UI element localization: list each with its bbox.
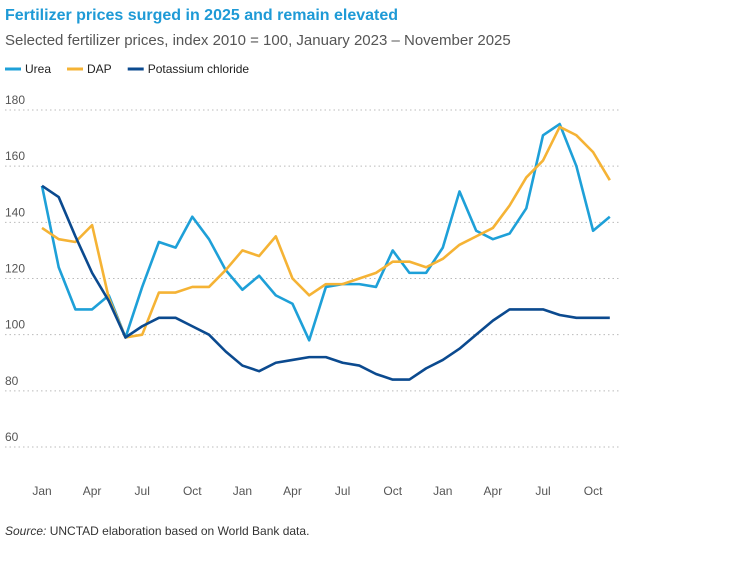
y-tick-label: 60: [5, 430, 19, 444]
legend-label: Potassium chloride: [148, 62, 250, 76]
x-tick-label: Jul: [535, 484, 550, 498]
y-tick-label: 100: [5, 318, 25, 332]
chart-title: Fertilizer prices surged in 2025 and rem…: [5, 7, 398, 24]
series-line: [40, 122, 611, 342]
x-tick-label: Apr: [83, 484, 102, 498]
y-tick-label: 180: [5, 93, 25, 107]
x-tick-label: Jan: [32, 484, 51, 498]
y-tick-label: 80: [5, 374, 19, 388]
x-tick-label: Jan: [233, 484, 252, 498]
x-tick-label: Jul: [135, 484, 150, 498]
series-line: [41, 125, 611, 339]
x-tick-label: Jan: [433, 484, 452, 498]
y-tick-label: 140: [5, 205, 25, 219]
source: Source: UNCTAD elaboration based on Worl…: [5, 524, 309, 538]
legend-label: DAP: [87, 62, 112, 76]
x-tick-label: Apr: [484, 484, 503, 498]
series-line: [41, 184, 610, 381]
y-tick-label: 120: [5, 262, 25, 276]
y-tick-label: 160: [5, 149, 25, 163]
chart-subtitle: Selected fertilizer prices, index 2010 =…: [5, 32, 511, 49]
x-tick-label: Oct: [383, 484, 402, 498]
source-label: Source:: [5, 524, 46, 538]
x-tick-label: Oct: [584, 484, 603, 498]
x-tick-label: Apr: [283, 484, 302, 498]
legend-label: Urea: [25, 62, 51, 76]
source-text: UNCTAD elaboration based on World Bank d…: [50, 524, 310, 538]
x-tick-label: Oct: [183, 484, 202, 498]
x-tick-label: Jul: [335, 484, 350, 498]
